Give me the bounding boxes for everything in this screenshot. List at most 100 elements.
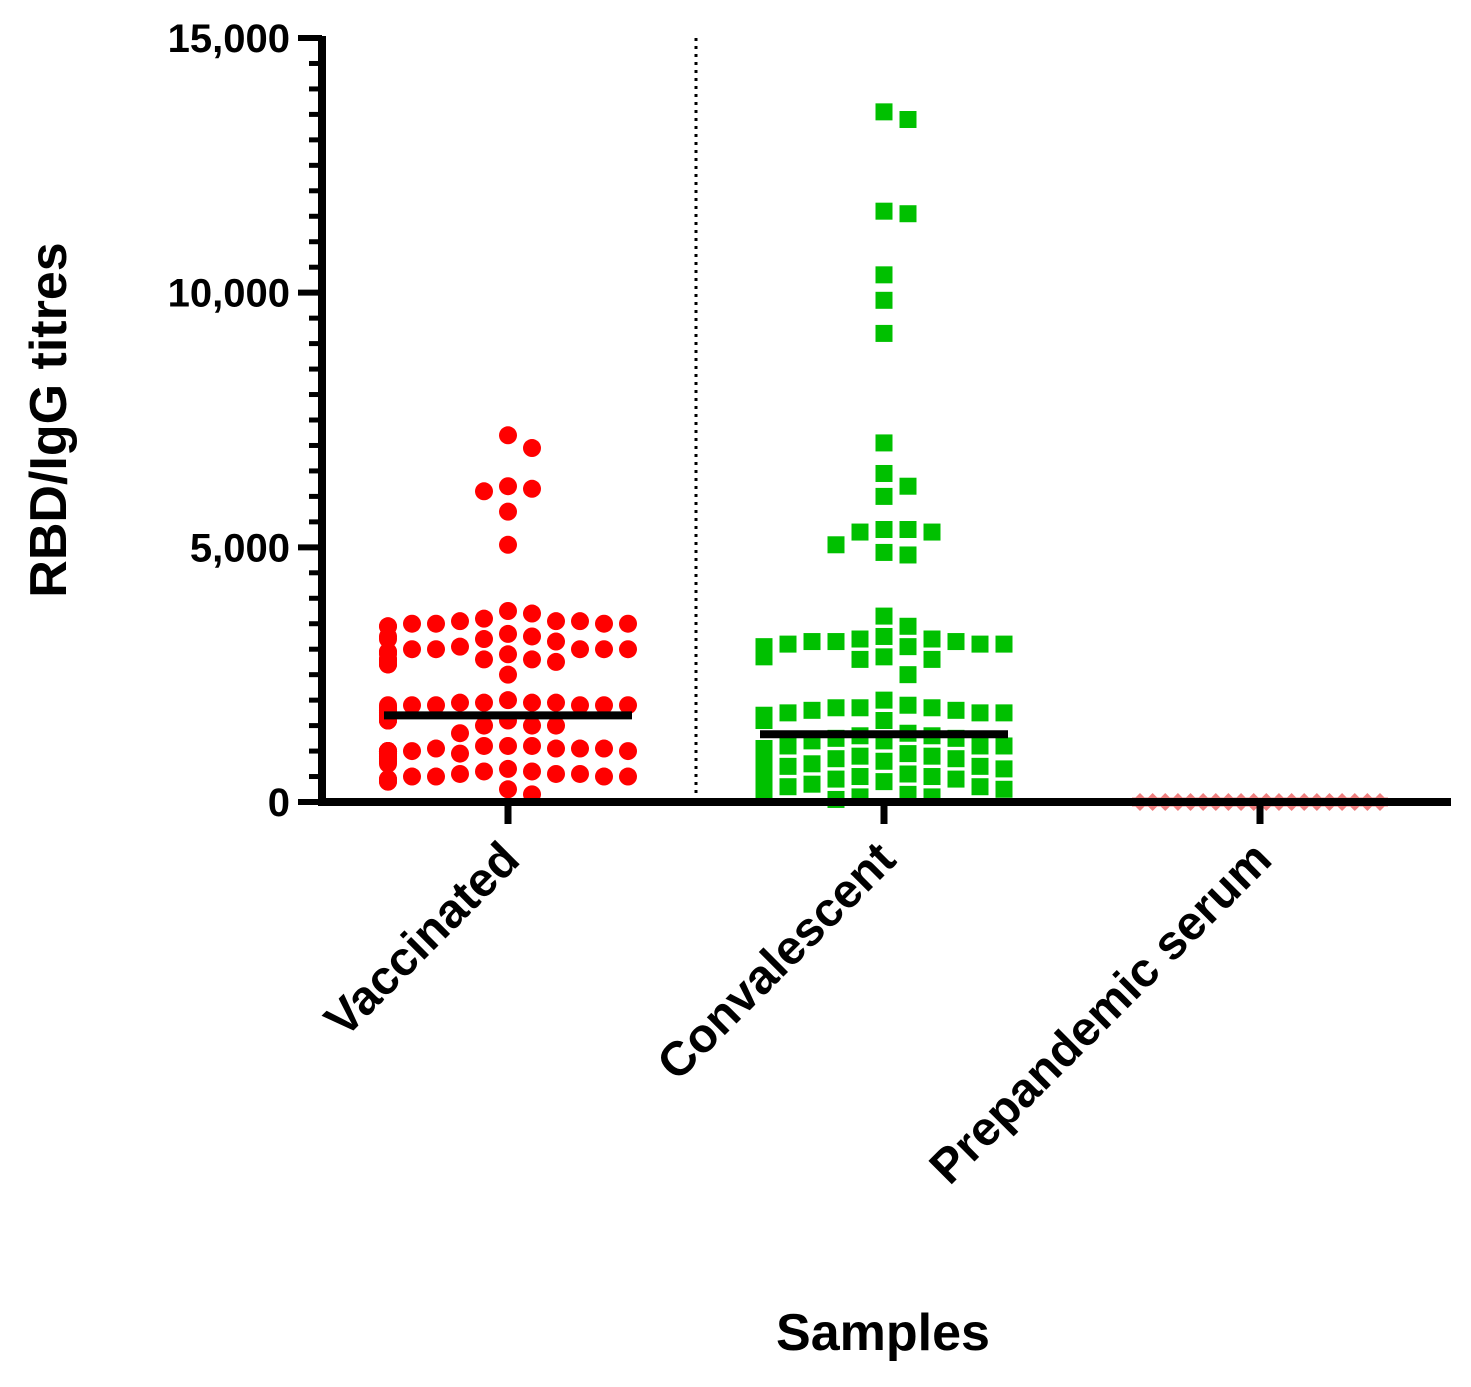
x-category-label: Vaccinated [315,832,530,1047]
data-point [875,627,893,645]
data-point [403,742,421,761]
data-point [851,747,869,765]
data-point [875,521,893,539]
data-point [523,736,541,755]
y-tick-label: 15,000 [168,17,290,61]
data-point [475,630,493,649]
data-point [523,627,541,646]
data-point [499,602,517,620]
data-point [499,736,517,755]
data-point [875,291,893,309]
data-point [547,612,565,631]
data-point [923,768,941,786]
data-point [899,745,917,763]
data-point [899,205,917,223]
data-point [755,712,773,730]
data-point [803,775,821,793]
data-point [899,617,917,635]
data-point [995,635,1013,653]
data-point [971,635,989,653]
data-point [827,699,845,717]
data-point [475,762,493,781]
data-point [379,655,397,674]
data-point [755,648,773,666]
data-point [803,755,821,773]
data-point [619,614,637,633]
data-point [875,103,893,121]
data-point [379,630,397,649]
data-point [851,630,869,648]
data-point [427,767,445,786]
y-axis-title: RBD/IgG titres [20,242,78,597]
data-point [875,752,893,770]
data-point [899,638,917,656]
data-point [923,650,941,668]
data-point [899,477,917,495]
data-point [571,696,589,715]
data-point [923,630,941,648]
data-point [571,739,589,758]
data-point [899,765,917,783]
data-point [619,767,637,786]
y-tick-label: 0 [268,781,290,825]
data-point [779,757,797,775]
data-point [427,614,445,633]
data-point [971,704,989,722]
x-category-label: Convalescent [648,832,906,1090]
data-point [571,764,589,783]
data-point [875,712,893,730]
data-point [875,202,893,220]
data-point [875,691,893,709]
data-point [571,640,589,659]
data-point [875,543,893,561]
data-point [875,648,893,666]
data-point [875,464,893,482]
data-point [851,650,869,668]
data-point [499,665,517,684]
data-point [595,767,613,786]
data-point [547,716,565,735]
data-point [379,754,397,773]
data-point [995,737,1013,755]
data-point [475,609,493,628]
data-point [499,759,517,778]
data-point [875,324,893,342]
data-point [379,772,397,791]
data-point [451,744,469,763]
data-point [403,767,421,786]
data-point [827,750,845,768]
data-point [547,652,565,671]
data-point [899,110,917,128]
data-point [947,701,965,719]
data-point [827,633,845,651]
data-point [595,739,613,758]
data-point [523,716,541,735]
data-point [827,770,845,788]
data-point [499,426,517,445]
data-point [923,747,941,765]
data-point [779,635,797,653]
data-point [947,770,965,788]
data-point [475,650,493,669]
marks-layer [379,103,1389,811]
data-point [475,482,493,501]
data-point [875,487,893,505]
data-point [875,434,893,452]
data-point [523,650,541,669]
data-point [451,612,469,631]
data-point [451,764,469,783]
data-point [427,696,445,715]
axes-layer [298,35,1451,824]
data-point [595,640,613,659]
data-point [499,691,517,710]
data-point [499,477,517,496]
x-category-label: Prepandemic serum [920,832,1282,1194]
data-point [595,614,613,633]
data-point [547,632,565,651]
series-vaccinated [379,426,637,804]
data-point [523,479,541,498]
data-point [995,704,1013,722]
x-axis-title: Samples [776,1304,990,1362]
data-point [475,716,493,735]
